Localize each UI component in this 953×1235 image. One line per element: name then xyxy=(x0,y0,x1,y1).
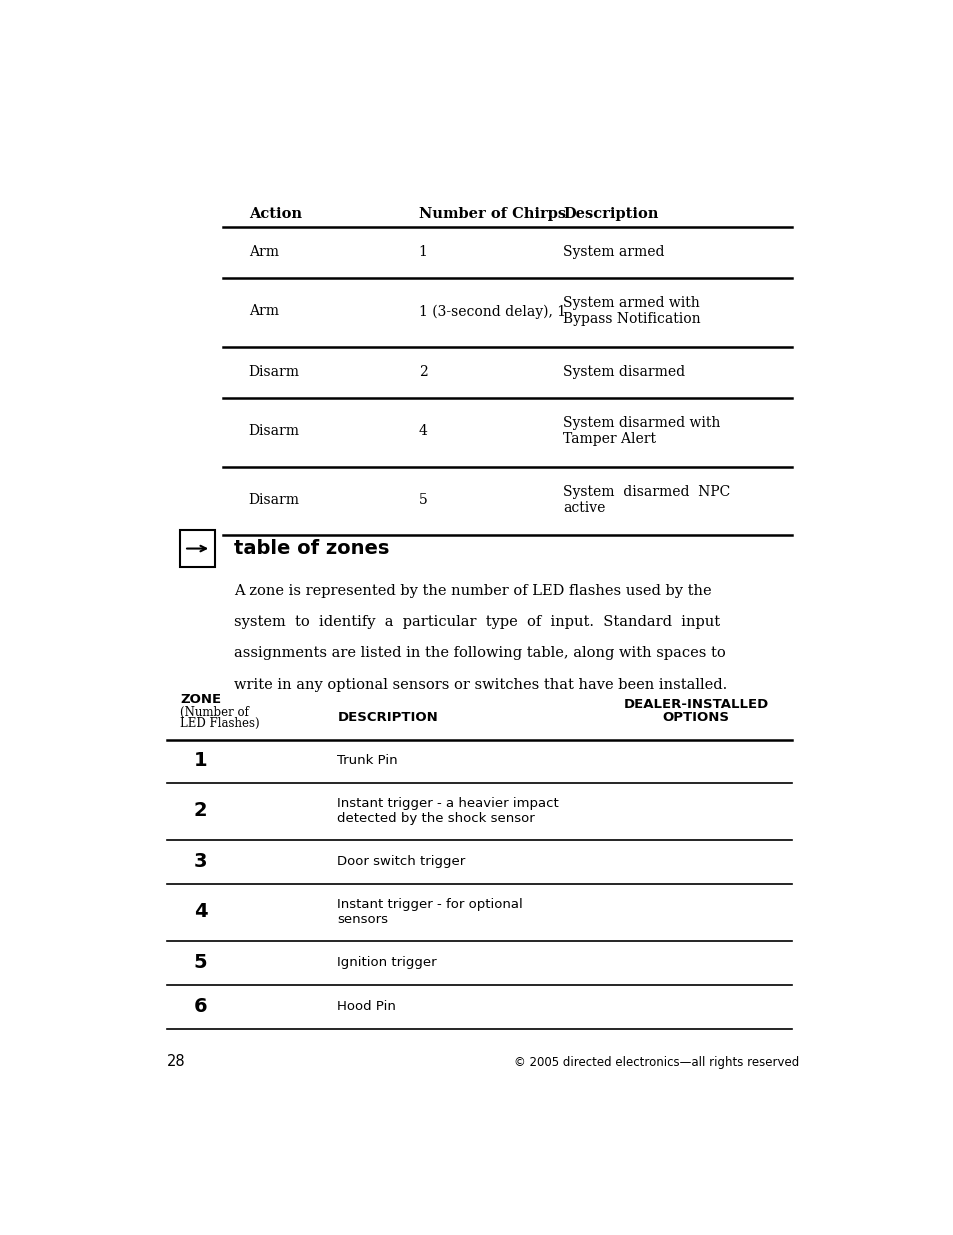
Text: Hood Pin: Hood Pin xyxy=(337,999,395,1013)
Text: 1: 1 xyxy=(193,751,207,771)
FancyBboxPatch shape xyxy=(180,531,215,567)
Text: (Number of: (Number of xyxy=(180,705,249,719)
Text: 4: 4 xyxy=(418,424,427,438)
Text: 1: 1 xyxy=(418,245,427,259)
Text: Arm: Arm xyxy=(249,304,278,319)
Text: Instant trigger - for optional
sensors: Instant trigger - for optional sensors xyxy=(337,898,522,925)
Text: Instant trigger - a heavier impact
detected by the shock sensor: Instant trigger - a heavier impact detec… xyxy=(337,797,558,825)
Text: ZONE: ZONE xyxy=(180,693,221,706)
Text: Disarm: Disarm xyxy=(249,493,299,506)
Text: Description: Description xyxy=(562,207,658,221)
Text: 3: 3 xyxy=(193,852,207,871)
Text: system  to  identify  a  particular  type  of  input.  Standard  input: system to identify a particular type of … xyxy=(233,615,720,629)
Text: Action: Action xyxy=(249,207,301,221)
Text: Disarm: Disarm xyxy=(249,364,299,379)
Text: A zone is represented by the number of LED flashes used by the: A zone is represented by the number of L… xyxy=(233,584,711,598)
Text: Arm: Arm xyxy=(249,245,278,259)
Text: System disarmed with
Tamper Alert: System disarmed with Tamper Alert xyxy=(562,416,720,446)
Text: © 2005 directed electronics—all rights reserved: © 2005 directed electronics—all rights r… xyxy=(514,1056,799,1068)
Text: System disarmed: System disarmed xyxy=(562,364,684,379)
Text: 6: 6 xyxy=(193,997,207,1015)
Text: Trunk Pin: Trunk Pin xyxy=(337,755,397,767)
Text: assignments are listed in the following table, along with spaces to: assignments are listed in the following … xyxy=(233,646,725,661)
Text: 2: 2 xyxy=(418,364,427,379)
Text: 5: 5 xyxy=(193,952,207,972)
Text: table of zones: table of zones xyxy=(233,538,389,558)
Text: OPTIONS: OPTIONS xyxy=(661,710,729,724)
Text: write in any optional sensors or switches that have been installed.: write in any optional sensors or switche… xyxy=(233,678,726,692)
Text: Ignition trigger: Ignition trigger xyxy=(337,956,436,968)
Text: 5: 5 xyxy=(418,493,427,506)
Text: 1 (3-second delay), 1: 1 (3-second delay), 1 xyxy=(418,304,565,319)
Text: DEALER-INSTALLED: DEALER-INSTALLED xyxy=(622,698,768,711)
Text: DESCRIPTION: DESCRIPTION xyxy=(337,710,437,724)
Text: 2: 2 xyxy=(193,802,207,820)
Text: Number of Chirps: Number of Chirps xyxy=(418,207,565,221)
Text: System armed with
Bypass Notification: System armed with Bypass Notification xyxy=(562,296,700,326)
Text: 4: 4 xyxy=(193,902,207,921)
Text: Disarm: Disarm xyxy=(249,424,299,438)
Text: LED Flashes): LED Flashes) xyxy=(180,718,259,730)
Text: System  disarmed  NPC
active: System disarmed NPC active xyxy=(562,484,729,515)
Text: 28: 28 xyxy=(167,1053,186,1068)
Text: Door switch trigger: Door switch trigger xyxy=(337,855,465,868)
Text: System armed: System armed xyxy=(562,245,663,259)
